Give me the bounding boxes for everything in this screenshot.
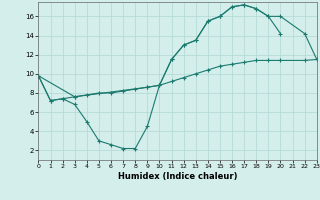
- X-axis label: Humidex (Indice chaleur): Humidex (Indice chaleur): [118, 172, 237, 181]
